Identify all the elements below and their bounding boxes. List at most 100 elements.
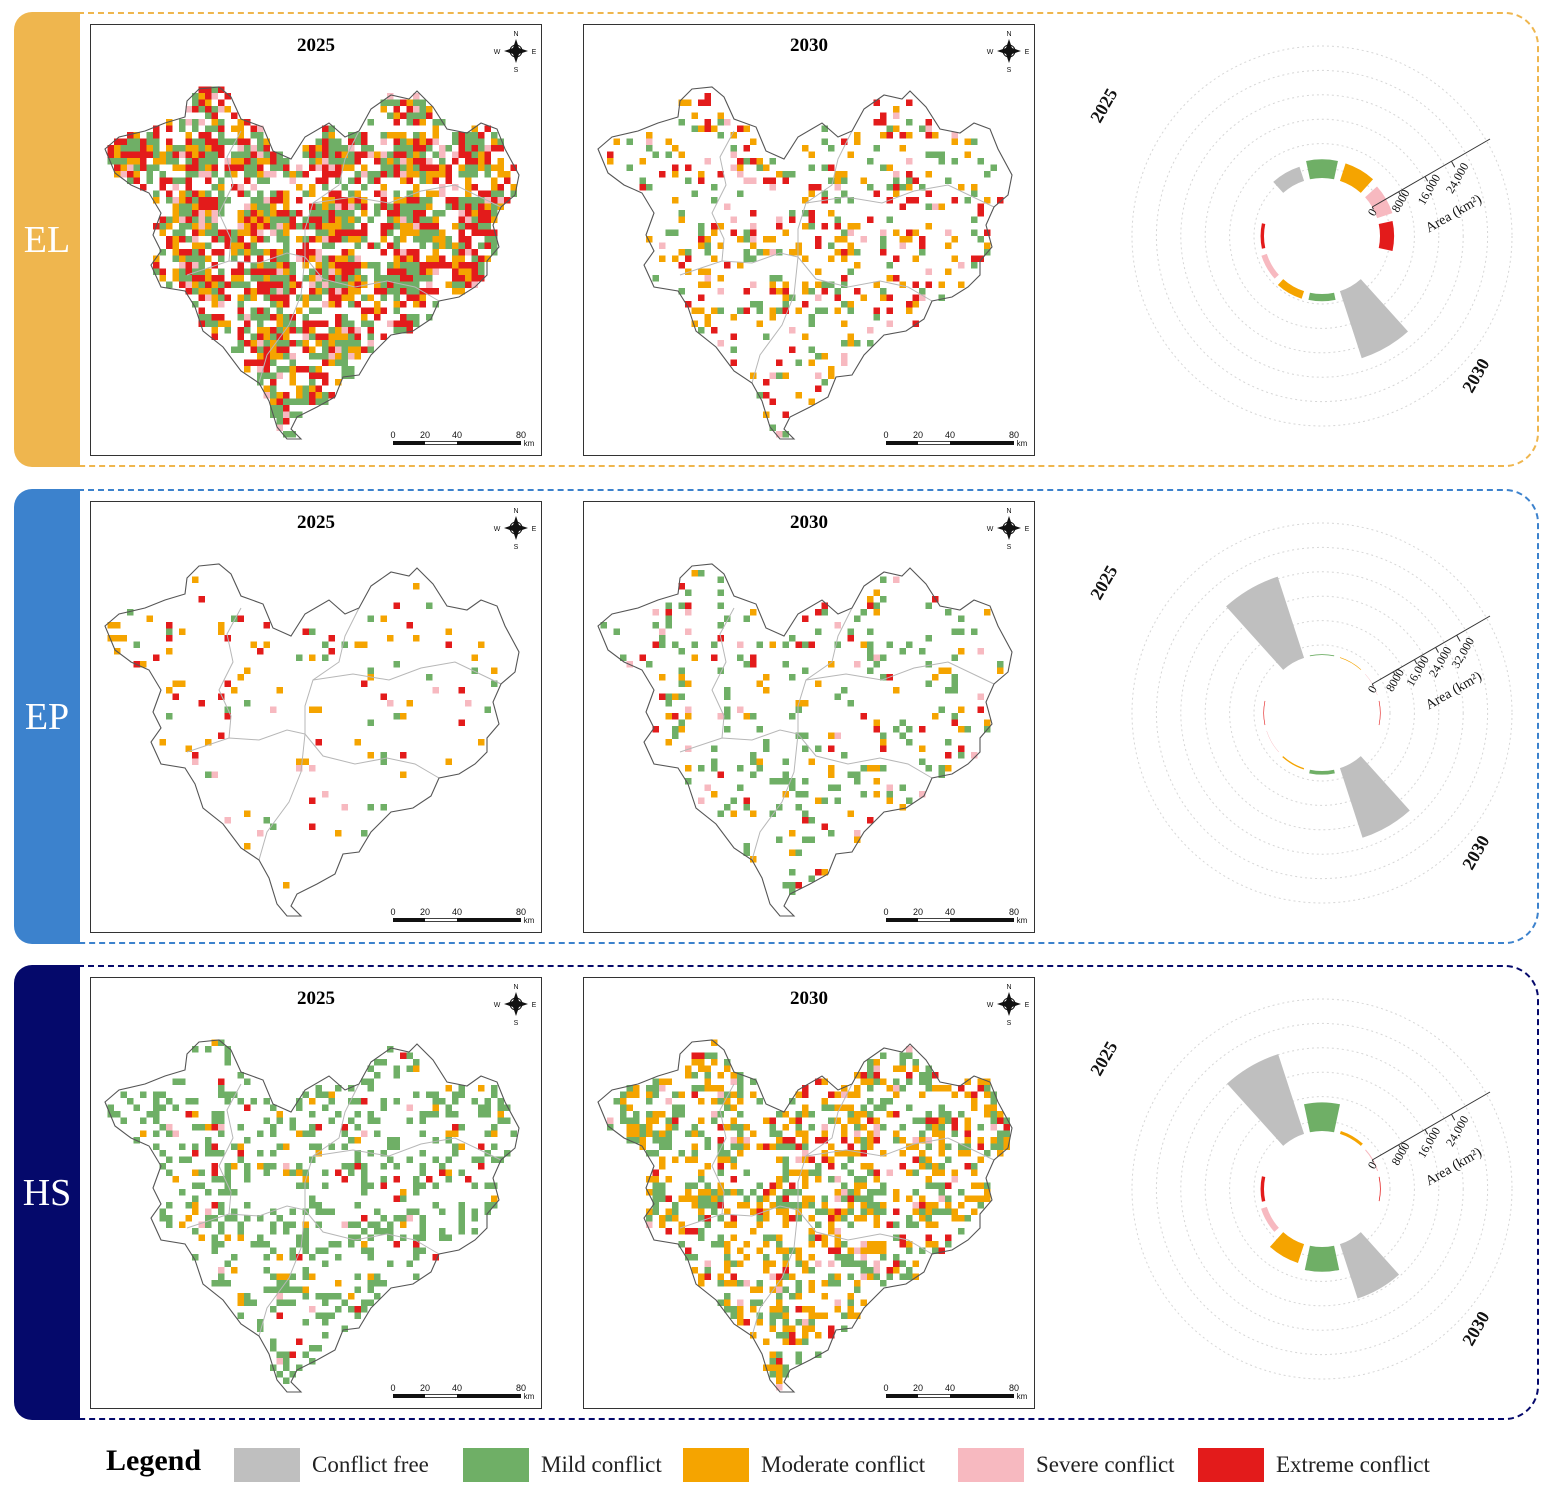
cell-moderate <box>815 680 822 687</box>
rose-bar-2025-extreme <box>1378 1176 1381 1202</box>
scale-tick-label: 40 <box>452 430 462 440</box>
cell-moderate <box>873 1176 880 1183</box>
cell-extreme <box>665 1228 672 1235</box>
cell-moderate <box>776 1280 783 1287</box>
cell-mild <box>244 268 251 275</box>
cell-mild <box>315 1085 322 1092</box>
cell-extreme <box>348 138 355 145</box>
cell-mild <box>678 119 685 126</box>
cell-mild <box>789 1247 796 1254</box>
cell-moderate <box>276 1111 283 1118</box>
cell-severe <box>750 236 757 243</box>
cell-mild <box>776 1351 783 1358</box>
rose-axis-tick <box>1398 1144 1402 1149</box>
cell-extreme <box>808 641 815 648</box>
cell-severe <box>185 106 192 113</box>
cell-moderate <box>789 1169 796 1176</box>
cell-mild <box>419 1215 426 1222</box>
cell-extreme <box>127 132 134 139</box>
cell-moderate <box>478 641 485 648</box>
cell-extreme <box>808 184 815 191</box>
cell-extreme <box>906 1072 913 1079</box>
cell-extreme <box>289 1351 296 1358</box>
compass-ring <box>1002 521 1016 535</box>
cell-moderate <box>179 1221 186 1228</box>
cell-extreme <box>374 314 381 321</box>
panel-label: EL <box>23 218 71 261</box>
cell-severe <box>309 1306 316 1313</box>
cell-severe <box>387 320 394 327</box>
cell-mild <box>211 86 218 93</box>
cell-mild <box>880 576 887 583</box>
cell-mild <box>626 1117 633 1124</box>
cell-moderate <box>698 1098 705 1105</box>
cell-mild <box>283 1221 290 1228</box>
cell-extreme <box>406 327 413 334</box>
cell-extreme <box>393 602 400 609</box>
cell-mild <box>231 1215 238 1222</box>
cell-mild <box>711 184 718 191</box>
district-boundary <box>186 1205 306 1229</box>
cell-moderate <box>296 307 303 314</box>
cell-moderate <box>309 1098 316 1105</box>
cell-mild <box>289 1299 296 1306</box>
map-ep-2025[interactable]: N S E W 0 20 40 80 km 2025 <box>90 501 542 933</box>
rose-axis-tick-label: 16,000 <box>1415 172 1444 208</box>
cell-mild <box>938 1111 945 1118</box>
cell-mild <box>925 1143 932 1150</box>
cell-mild <box>140 1117 147 1124</box>
cell-mild <box>743 236 750 243</box>
cell-mild <box>782 758 789 765</box>
cell-severe <box>685 706 692 713</box>
cell-mild <box>341 1299 348 1306</box>
map-hs-2025[interactable]: N S E W 0 20 40 80 km 2025 <box>90 977 542 1409</box>
cell-mild <box>224 1046 231 1053</box>
cell-mild <box>789 1293 796 1300</box>
cell-mild <box>302 314 309 321</box>
cell-mild <box>166 1169 173 1176</box>
cell-moderate <box>439 171 446 178</box>
cell-extreme <box>919 1202 926 1209</box>
cell-mild <box>237 1228 244 1235</box>
cell-moderate <box>478 739 485 746</box>
cell-moderate <box>860 1182 867 1189</box>
cell-mild <box>413 1273 420 1280</box>
cell-mild <box>393 281 400 288</box>
map-hs-2030[interactable]: N S E W 0 20 40 80 km 2030 <box>583 977 1035 1409</box>
cell-extreme <box>309 320 316 327</box>
cell-moderate <box>452 255 459 262</box>
cell-mild <box>730 1312 737 1319</box>
cell-severe <box>198 223 205 230</box>
cell-mild <box>231 615 238 622</box>
cell-moderate <box>250 641 257 648</box>
cell-extreme <box>322 333 329 340</box>
cell-mild <box>756 1195 763 1202</box>
cell-moderate <box>328 301 335 308</box>
cell-extreme <box>743 797 750 804</box>
cell-extreme <box>198 151 205 158</box>
cell-mild <box>932 1182 939 1189</box>
cell-mild <box>237 301 244 308</box>
cell-mild <box>192 1254 199 1261</box>
map-el-2030[interactable]: N S E W 0 20 40 80 km 2030 <box>583 24 1035 456</box>
cell-moderate <box>244 249 251 256</box>
cell-mild <box>205 771 212 778</box>
cell-moderate <box>698 1065 705 1072</box>
cell-mild <box>867 184 874 191</box>
cell-moderate <box>491 184 498 191</box>
cell-moderate <box>782 791 789 798</box>
cell-moderate <box>691 1202 698 1209</box>
cell-extreme <box>250 346 257 353</box>
cell-severe <box>659 628 666 635</box>
cell-extreme <box>263 281 270 288</box>
cell-mild <box>704 1195 711 1202</box>
map-ep-2030[interactable]: N S E W 0 20 40 80 km 2030 <box>583 501 1035 933</box>
map-el-2025[interactable]: N S E W 0 20 40 80 km 2025 <box>90 24 542 456</box>
cell-moderate <box>231 249 238 256</box>
cell-moderate <box>646 236 653 243</box>
cell-moderate <box>497 171 504 178</box>
cell-moderate <box>406 255 413 262</box>
map-year-title: 2030 <box>790 988 828 1009</box>
cell-mild <box>302 398 309 405</box>
